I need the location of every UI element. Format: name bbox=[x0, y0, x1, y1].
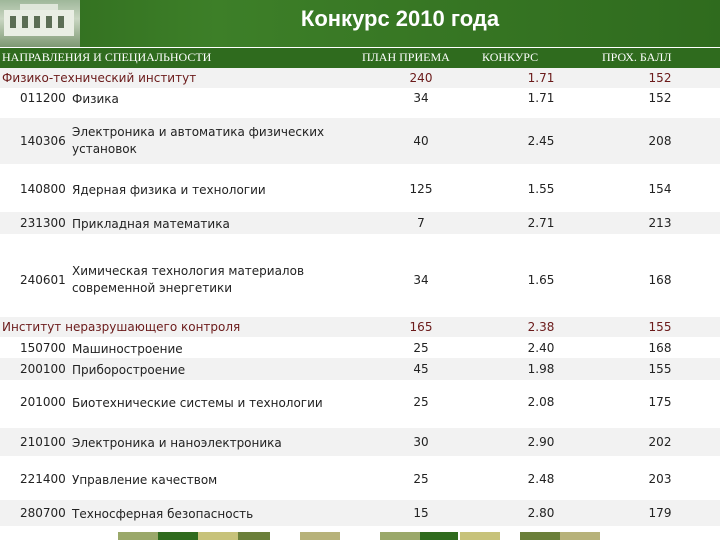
building-photo bbox=[0, 0, 80, 47]
footer-block bbox=[380, 532, 420, 540]
competition-value: 2.38 bbox=[527, 320, 555, 334]
specialty-name: Электроника и наноэлектроника bbox=[72, 436, 282, 450]
page-title: Конкурс 2010 года bbox=[300, 6, 500, 31]
specialty-name: Ядерная физика и технологии bbox=[72, 183, 266, 197]
column-header-plan: ПЛАН ПРИЕМА bbox=[362, 50, 450, 64]
competition-value: 2.48 bbox=[527, 472, 555, 486]
pass-score-value: 154 bbox=[648, 182, 672, 196]
footer-block bbox=[520, 532, 560, 540]
pass-score-value: 175 bbox=[648, 395, 672, 409]
specialty-code: 221400 bbox=[20, 472, 66, 486]
table-row: 200100 Приборостроение 45 1.98 155 bbox=[0, 358, 720, 380]
column-header-competition: КОНКУРС bbox=[482, 50, 539, 64]
specialty-name: Прикладная математика bbox=[72, 217, 230, 231]
header-bar: Конкурс 2010 года bbox=[0, 0, 720, 47]
pass-score-value: 152 bbox=[648, 71, 672, 85]
plan-value: 25 bbox=[413, 341, 429, 355]
footer-block bbox=[238, 532, 270, 540]
specialty-code: 240601 bbox=[20, 273, 66, 287]
specialty-name: Приборостроение bbox=[72, 363, 186, 377]
footer-block bbox=[198, 532, 238, 540]
table-row: 201000 Биотехнические системы и технологи… bbox=[0, 390, 720, 414]
table-row: 011200 Физика 34 1.71 152 bbox=[0, 88, 720, 108]
pass-score-value: 203 bbox=[648, 472, 672, 486]
table-row: 140306 Электроника и автоматика физически… bbox=[0, 118, 720, 164]
footer-block bbox=[560, 532, 600, 540]
footer-block bbox=[158, 532, 198, 540]
plan-value: 45 bbox=[413, 362, 429, 376]
table-row: 140800 Ядерная физика и технологии 125 1.55… bbox=[0, 178, 720, 200]
pass-score-value: 179 bbox=[648, 506, 672, 520]
specialty-name: Техносферная безопасность bbox=[72, 507, 254, 521]
table-row: 150700 Машиностроение 25 2.40 168 bbox=[0, 338, 720, 358]
plan-value: 30 bbox=[413, 435, 429, 449]
specialty-name: Биотехнические системы и технологии bbox=[72, 396, 323, 410]
competition-value: 1.71 bbox=[527, 71, 555, 85]
pass-score-value: 202 bbox=[648, 435, 672, 449]
pass-score-value: 155 bbox=[648, 362, 672, 376]
column-header-bar bbox=[0, 48, 720, 68]
pass-score-value: 208 bbox=[648, 134, 672, 148]
plan-value: 240 bbox=[409, 71, 433, 85]
specialty-name: Электроника и автоматика физических bbox=[72, 125, 325, 139]
specialty-name: Машиностроение bbox=[72, 342, 183, 356]
table-row: 240601 Химическая технология материалов со… bbox=[0, 258, 720, 302]
specialty-name: Управление качеством bbox=[72, 473, 218, 487]
plan-value: 165 bbox=[409, 320, 433, 334]
specialty-name-line2: современной энергетики bbox=[72, 281, 233, 295]
column-header-pass-score: ПРОХ. БАЛЛ bbox=[602, 50, 672, 64]
pass-score-value: 168 bbox=[648, 273, 672, 287]
competition-value: 1.98 bbox=[527, 362, 555, 376]
competition-value: 2.40 bbox=[527, 341, 555, 355]
specialty-name: Химическая технология материалов bbox=[72, 264, 305, 278]
specialty-name-line2: установок bbox=[72, 142, 137, 156]
plan-value: 40 bbox=[413, 134, 429, 148]
group-row: Физико-технический институт 240 1.71 152 bbox=[0, 68, 720, 88]
pass-score-value: 168 bbox=[648, 341, 672, 355]
pass-score-value: 155 bbox=[648, 320, 672, 334]
group-name: Институт неразрушающего контроля bbox=[2, 320, 241, 334]
competition-value: 2.45 bbox=[527, 134, 555, 148]
group-row: Институт неразрушающего контроля 165 2.38 1… bbox=[0, 317, 720, 337]
pass-score-value: 152 bbox=[648, 91, 672, 105]
competition-value: 1.55 bbox=[527, 182, 555, 196]
competition-value: 2.08 bbox=[527, 395, 555, 409]
pass-score-value: 213 bbox=[648, 216, 672, 230]
footer-block bbox=[118, 532, 158, 540]
competition-value: 1.71 bbox=[527, 91, 555, 105]
table-row: 280700 Техносферная безопасность 15 2.80 179 bbox=[0, 500, 720, 526]
table-row: 221400 Управление качеством 25 2.48 203 bbox=[0, 466, 720, 492]
specialty-code: 210100 bbox=[20, 435, 66, 449]
plan-value: 34 bbox=[413, 273, 429, 287]
competition-value: 2.80 bbox=[527, 506, 555, 520]
plan-value: 125 bbox=[409, 182, 433, 196]
specialty-code: 231300 bbox=[20, 216, 66, 230]
footer-strip bbox=[0, 532, 720, 540]
footer-block bbox=[420, 532, 458, 540]
footer-block bbox=[300, 532, 340, 540]
specialty-code: 140306 bbox=[20, 134, 66, 148]
specialty-code: 011200 bbox=[20, 91, 66, 105]
plan-value: 7 bbox=[417, 216, 425, 230]
plan-value: 25 bbox=[413, 395, 429, 409]
plan-value: 15 bbox=[413, 506, 429, 520]
specialty-code: 150700 bbox=[20, 341, 66, 355]
specialty-code: 140800 bbox=[20, 182, 66, 196]
table-row: 231300 Прикладная математика 7 2.71 213 bbox=[0, 212, 720, 234]
table-row: 210100 Электроника и наноэлектроника 30 2.9… bbox=[0, 428, 720, 456]
group-name: Физико-технический институт bbox=[2, 71, 197, 85]
column-header-direction: НАПРАВЛЕНИЯ И СПЕЦИАЛЬНОСТИ bbox=[2, 50, 212, 64]
specialty-code: 280700 bbox=[20, 506, 66, 520]
specialty-name: Физика bbox=[72, 92, 119, 106]
competition-value: 2.90 bbox=[527, 435, 555, 449]
specialty-code: 201000 bbox=[20, 395, 66, 409]
plan-value: 25 bbox=[413, 472, 429, 486]
competition-value: 2.71 bbox=[527, 216, 555, 230]
footer-block bbox=[460, 532, 500, 540]
competition-value: 1.65 bbox=[527, 273, 555, 287]
specialty-code: 200100 bbox=[20, 362, 66, 376]
plan-value: 34 bbox=[413, 91, 429, 105]
